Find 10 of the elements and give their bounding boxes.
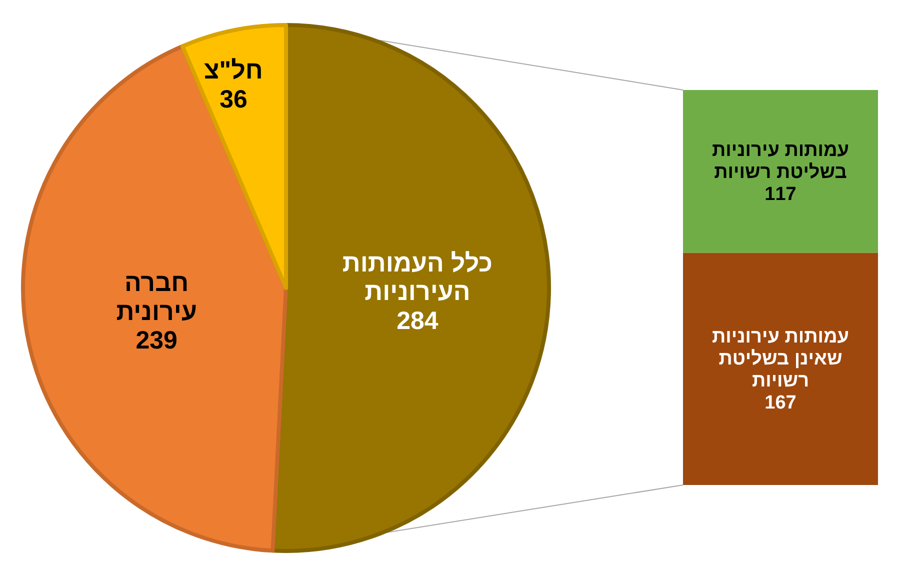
series-label: עמותות עירוניות בשליטת רשויות: [712, 140, 850, 184]
slice-label: חברה עירונית: [116, 269, 197, 326]
data-label: 117: [764, 184, 796, 205]
data-label: 167: [764, 392, 796, 414]
slice-label: כלל העמותות העירוניות: [342, 249, 493, 306]
slice-label: חל"צ: [204, 56, 263, 85]
series-label: עמותות עירוניות שאינן בשליטת רשויות: [712, 326, 850, 392]
data-label: 239: [136, 326, 178, 355]
data-label: 284: [396, 306, 438, 335]
data-label: 36: [220, 85, 248, 114]
